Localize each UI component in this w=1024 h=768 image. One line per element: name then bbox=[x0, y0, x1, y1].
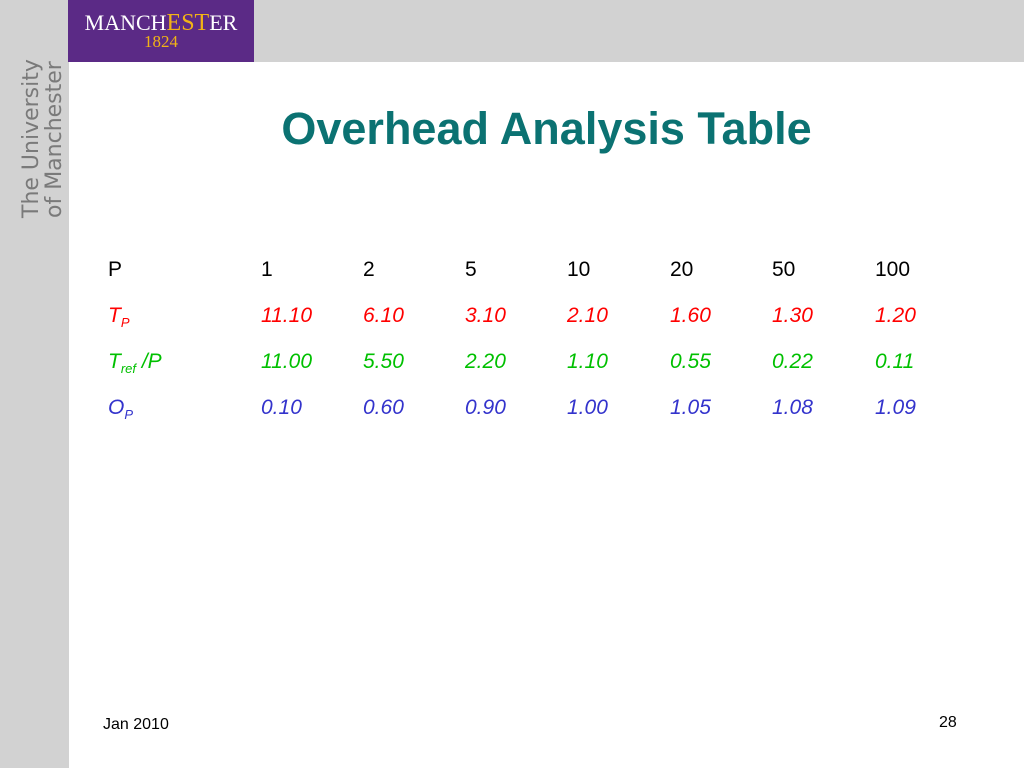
table-cell: 5 bbox=[465, 258, 477, 281]
manchester-logo: MANCHESTER 1824 bbox=[68, 0, 254, 62]
table-cell: 1.09 bbox=[875, 396, 916, 419]
logo-word-mid: EST bbox=[166, 10, 210, 36]
page-number: 28 bbox=[939, 714, 957, 731]
university-line-2: of Manchester bbox=[42, 61, 67, 218]
row-label: TP bbox=[108, 304, 130, 335]
table-cell: 0.22 bbox=[772, 350, 813, 373]
university-name-vertical: The University of Manchester bbox=[19, 48, 68, 218]
table-cell: 10 bbox=[567, 258, 591, 281]
table-cell: 3.10 bbox=[465, 304, 506, 327]
table-cell: 1.00 bbox=[567, 396, 608, 419]
label-main: P bbox=[108, 258, 123, 281]
slide-title: Overhead Analysis Table bbox=[281, 103, 812, 154]
table-cell: 0.55 bbox=[670, 350, 711, 373]
label-subscript: P bbox=[124, 407, 134, 422]
label-subscript: P bbox=[120, 315, 130, 330]
label-subscript: ref bbox=[120, 361, 136, 376]
logo-wordmark: MANCHESTER bbox=[68, 10, 254, 36]
label-main: T bbox=[108, 304, 121, 327]
table-cell: 11.10 bbox=[261, 304, 312, 327]
side-bar bbox=[0, 0, 69, 768]
label-main: O bbox=[108, 396, 125, 419]
table-cell: 11.00 bbox=[261, 350, 312, 373]
table-cell: 1.30 bbox=[772, 304, 813, 327]
table-cell: 0.10 bbox=[261, 396, 302, 419]
table-cell: 1.08 bbox=[772, 396, 813, 419]
table-cell: 1.20 bbox=[875, 304, 916, 327]
row-label: OP bbox=[108, 396, 133, 427]
table-cell: 1.60 bbox=[670, 304, 711, 327]
table-cell: 2.20 bbox=[465, 350, 506, 373]
table-cell: 5.50 bbox=[363, 350, 404, 373]
table-cell: 1.10 bbox=[567, 350, 608, 373]
label-main: T bbox=[108, 350, 121, 373]
table-cell: 20 bbox=[670, 258, 694, 281]
table-cell: 0.90 bbox=[465, 396, 506, 419]
table-cell: 2.10 bbox=[567, 304, 608, 327]
table-cell: 6.10 bbox=[363, 304, 404, 327]
university-line-1: The University bbox=[19, 59, 44, 218]
row-label: P bbox=[108, 258, 122, 282]
logo-year: 1824 bbox=[144, 32, 178, 51]
table-cell: 100 bbox=[875, 258, 911, 281]
row-label: Tref /P bbox=[108, 350, 162, 381]
table-cell: 0.60 bbox=[363, 396, 404, 419]
table-cell: 1.05 bbox=[670, 396, 711, 419]
table-cell: 1 bbox=[261, 258, 273, 281]
table-cell: 0.11 bbox=[875, 350, 915, 373]
label-suffix: /P bbox=[136, 350, 162, 373]
table-cell: 2 bbox=[363, 258, 375, 281]
footer-date: Jan 2010 bbox=[103, 716, 169, 733]
logo-word-end: ER bbox=[209, 10, 238, 35]
table-cell: 50 bbox=[772, 258, 796, 281]
logo-word-start: MANCH bbox=[84, 10, 167, 35]
